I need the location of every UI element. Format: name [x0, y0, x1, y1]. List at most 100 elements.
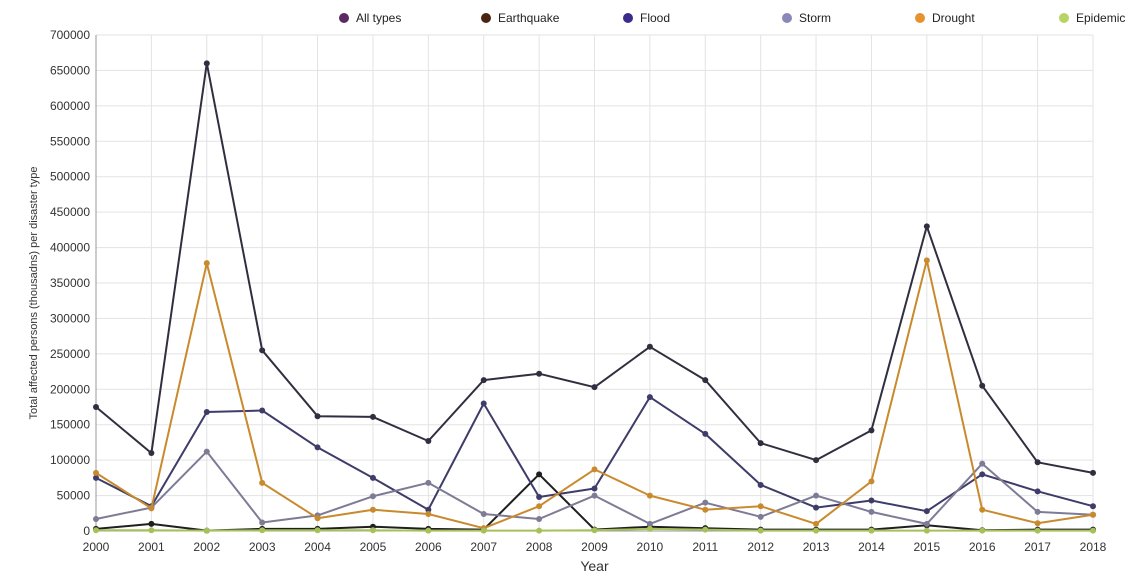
grid: [95, 34, 1094, 532]
data-point[interactable]: [536, 471, 543, 478]
data-point[interactable]: [702, 499, 709, 506]
data-point[interactable]: [868, 427, 875, 434]
data-point[interactable]: [314, 515, 321, 522]
data-point[interactable]: [425, 438, 432, 445]
data-point[interactable]: [259, 479, 266, 486]
data-point[interactable]: [591, 384, 598, 391]
data-point[interactable]: [425, 527, 432, 534]
data-point[interactable]: [757, 527, 764, 534]
data-point[interactable]: [369, 413, 376, 420]
data-point[interactable]: [369, 474, 376, 481]
data-point[interactable]: [148, 505, 155, 512]
data-point[interactable]: [480, 377, 487, 384]
data-point[interactable]: [591, 485, 598, 492]
data-point[interactable]: [536, 515, 543, 522]
data-point[interactable]: [1090, 527, 1096, 534]
data-point[interactable]: [979, 527, 986, 534]
data-point[interactable]: [1034, 508, 1041, 515]
legend-item[interactable]: All types: [339, 11, 401, 25]
data-point[interactable]: [646, 394, 653, 401]
data-point[interactable]: [425, 506, 432, 513]
data-point[interactable]: [757, 440, 764, 447]
data-point[interactable]: [646, 343, 653, 350]
data-point[interactable]: [259, 527, 266, 534]
data-point[interactable]: [425, 479, 432, 486]
data-point[interactable]: [480, 400, 487, 407]
data-point[interactable]: [480, 527, 487, 534]
data-point[interactable]: [93, 474, 99, 481]
data-point[interactable]: [646, 525, 653, 532]
data-point[interactable]: [369, 527, 376, 534]
data-point[interactable]: [1034, 527, 1041, 534]
data-point[interactable]: [536, 370, 543, 377]
data-point[interactable]: [1090, 503, 1096, 510]
data-point[interactable]: [813, 457, 820, 464]
data-point[interactable]: [979, 471, 986, 478]
data-point[interactable]: [813, 520, 820, 527]
data-point[interactable]: [813, 527, 820, 534]
data-point[interactable]: [923, 508, 930, 515]
data-point[interactable]: [1034, 520, 1041, 527]
data-point[interactable]: [148, 520, 155, 527]
data-point[interactable]: [591, 492, 598, 499]
data-point[interactable]: [480, 510, 487, 517]
data-point[interactable]: [646, 520, 653, 527]
legend-label: Flood: [640, 11, 670, 25]
data-point[interactable]: [702, 526, 709, 533]
data-point[interactable]: [93, 404, 99, 410]
data-point[interactable]: [757, 513, 764, 520]
data-point[interactable]: [702, 377, 709, 384]
data-point[interactable]: [536, 493, 543, 500]
data-point[interactable]: [259, 407, 266, 414]
data-point[interactable]: [868, 527, 875, 534]
data-point[interactable]: [813, 504, 820, 511]
data-point[interactable]: [203, 527, 210, 534]
data-point[interactable]: [93, 527, 99, 534]
data-point[interactable]: [702, 506, 709, 513]
data-point[interactable]: [314, 413, 321, 420]
data-point[interactable]: [203, 408, 210, 415]
data-point[interactable]: [757, 481, 764, 488]
data-point[interactable]: [979, 460, 986, 467]
data-point[interactable]: [93, 515, 99, 522]
legend-item[interactable]: Epidemic: [1059, 11, 1125, 25]
data-point[interactable]: [148, 527, 155, 534]
data-point[interactable]: [646, 492, 653, 499]
data-point[interactable]: [923, 520, 930, 527]
data-point[interactable]: [536, 503, 543, 510]
data-point[interactable]: [813, 492, 820, 499]
data-point[interactable]: [868, 508, 875, 515]
legend-item[interactable]: Flood: [623, 11, 670, 25]
data-point[interactable]: [259, 347, 266, 354]
data-point[interactable]: [923, 223, 930, 230]
data-point[interactable]: [203, 260, 210, 267]
data-point[interactable]: [979, 506, 986, 513]
data-point[interactable]: [203, 448, 210, 455]
data-point[interactable]: [1034, 459, 1041, 466]
legend-item[interactable]: Storm: [782, 11, 831, 25]
legend-item[interactable]: Earthquake: [481, 11, 560, 25]
data-point[interactable]: [923, 257, 930, 264]
data-point[interactable]: [148, 450, 155, 457]
data-point[interactable]: [425, 510, 432, 517]
data-point[interactable]: [923, 527, 930, 534]
data-point[interactable]: [591, 527, 598, 534]
data-point[interactable]: [93, 469, 99, 476]
data-point[interactable]: [259, 519, 266, 526]
data-point[interactable]: [868, 478, 875, 485]
data-point[interactable]: [979, 382, 986, 389]
data-point[interactable]: [1090, 469, 1096, 476]
data-point[interactable]: [1090, 511, 1096, 518]
data-point[interactable]: [757, 503, 764, 510]
data-point[interactable]: [591, 466, 598, 473]
data-point[interactable]: [702, 430, 709, 437]
data-point[interactable]: [314, 444, 321, 451]
data-point[interactable]: [369, 506, 376, 513]
data-point[interactable]: [868, 497, 875, 504]
data-point[interactable]: [203, 60, 210, 67]
data-point[interactable]: [536, 527, 543, 534]
data-point[interactable]: [314, 527, 321, 534]
legend-item[interactable]: Drought: [915, 11, 975, 25]
data-point[interactable]: [1034, 488, 1041, 495]
data-point[interactable]: [369, 493, 376, 500]
